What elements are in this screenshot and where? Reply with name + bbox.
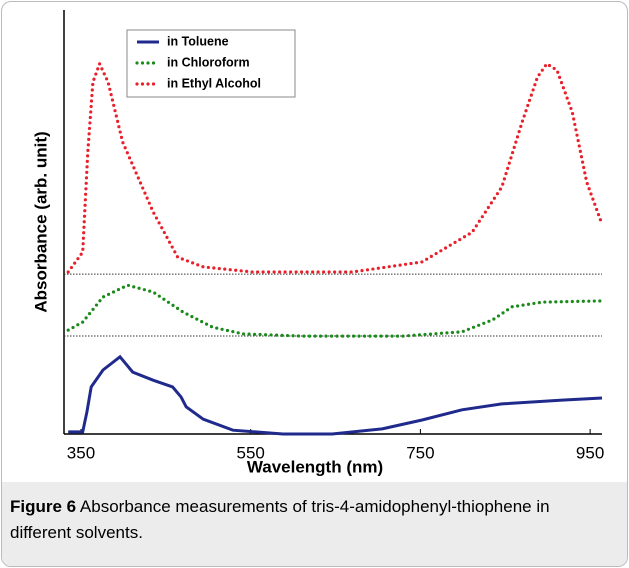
x-tick-label: 550 — [237, 443, 265, 462]
x-tick-label: 350 — [67, 443, 95, 462]
x-tick-label: 750 — [406, 443, 434, 462]
caption: Figure 6 Absorbance measurements of tris… — [2, 482, 627, 566]
caption-text: Absorbance measurements of tris-4-amidop… — [10, 497, 550, 542]
x-axis-label: Wavelength (nm) — [247, 457, 383, 476]
y-axis-label: Absorbance (arb. unit) — [31, 131, 50, 312]
series-line — [66, 59, 604, 274]
caption-label: Figure 6 — [10, 497, 77, 516]
legend-label: in Ethyl Alcohol — [167, 76, 261, 90]
series-line — [66, 283, 604, 338]
x-tick-label: 950 — [576, 443, 604, 462]
legend-label: in Chloroform — [167, 55, 250, 69]
series-line — [68, 354, 603, 436]
legend-label: in Toluene — [167, 34, 229, 48]
chart: Wavelength (nm) Absorbance (arb. unit) 3… — [31, 10, 604, 476]
